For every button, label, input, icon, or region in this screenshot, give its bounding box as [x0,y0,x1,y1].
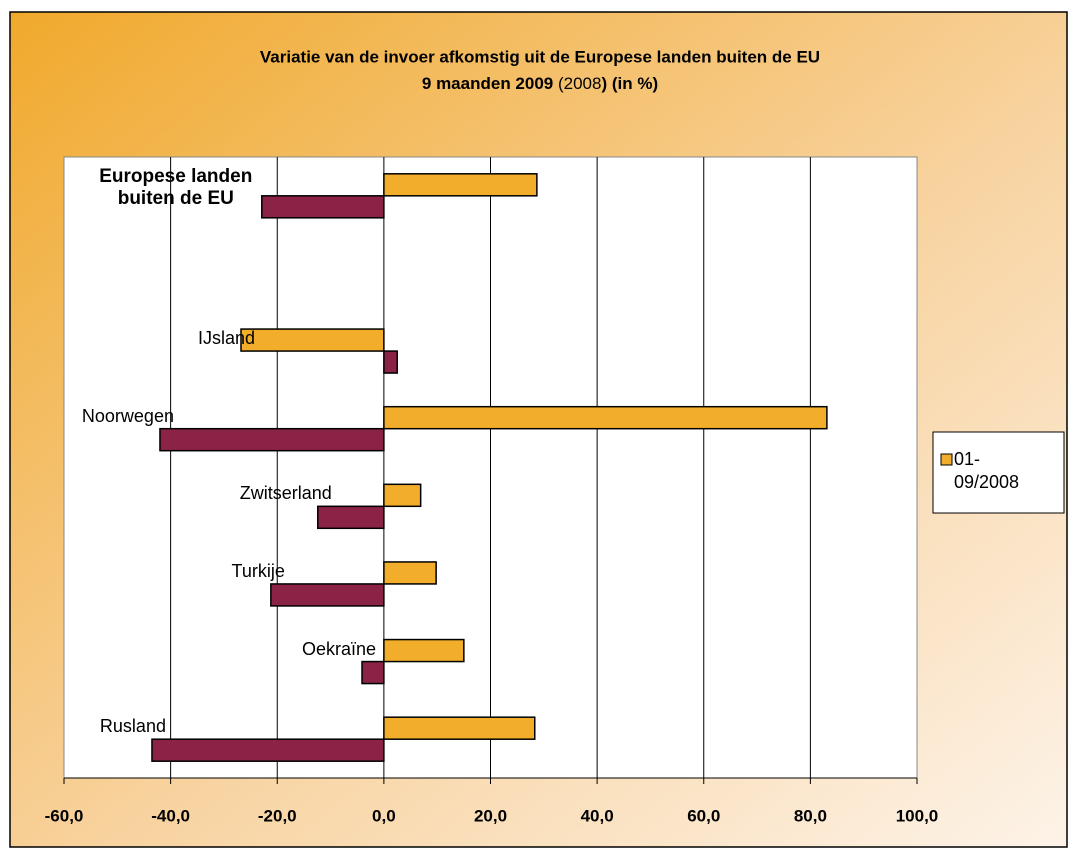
bar [383,350,398,374]
bar [261,195,385,219]
x-tick-label: -40,0 [151,806,190,825]
x-tick-label: 0,0 [372,806,396,825]
x-tick-label: 100,0 [896,806,939,825]
legend-box [932,431,1065,514]
bar [159,427,385,452]
category-label: Oekraïne [301,638,377,659]
bar [383,561,437,585]
chart-title: Variatie van de invoer afkomstig uit de … [260,47,820,66]
bar [270,583,385,607]
bar [317,505,385,530]
bar [383,173,538,197]
bar [383,716,536,740]
category-label: Zwitserland [239,483,332,504]
subtitle-part: (2008 [558,74,601,93]
x-tick-label: -60,0 [45,806,84,825]
x-tick-label: 80,0 [794,806,827,825]
bar [151,738,385,762]
x-tick-label: -20,0 [258,806,297,825]
bar [361,660,385,685]
legend-label: 01-09/2008 [954,449,1020,492]
bar [383,405,828,430]
chart-subtitle: 9 maanden 2009 (2008) (in %) [422,74,658,93]
bar [383,638,465,663]
category-label: Noorwegen [81,405,174,426]
category-label: Turkije [231,560,285,581]
category-label: Europese landen buiten de EU [99,165,253,209]
subtitle-part: 9 maanden 2009 [422,74,558,93]
x-tick-label: 60,0 [687,806,720,825]
x-tick-label: 20,0 [474,806,507,825]
legend-swatch [940,453,953,466]
x-tick-label: 40,0 [581,806,614,825]
category-label: Rusland [99,716,166,737]
bar [240,328,385,352]
bar [383,483,422,508]
subtitle-part: ) (in %) [601,74,658,93]
category-label: IJsland [197,328,255,349]
